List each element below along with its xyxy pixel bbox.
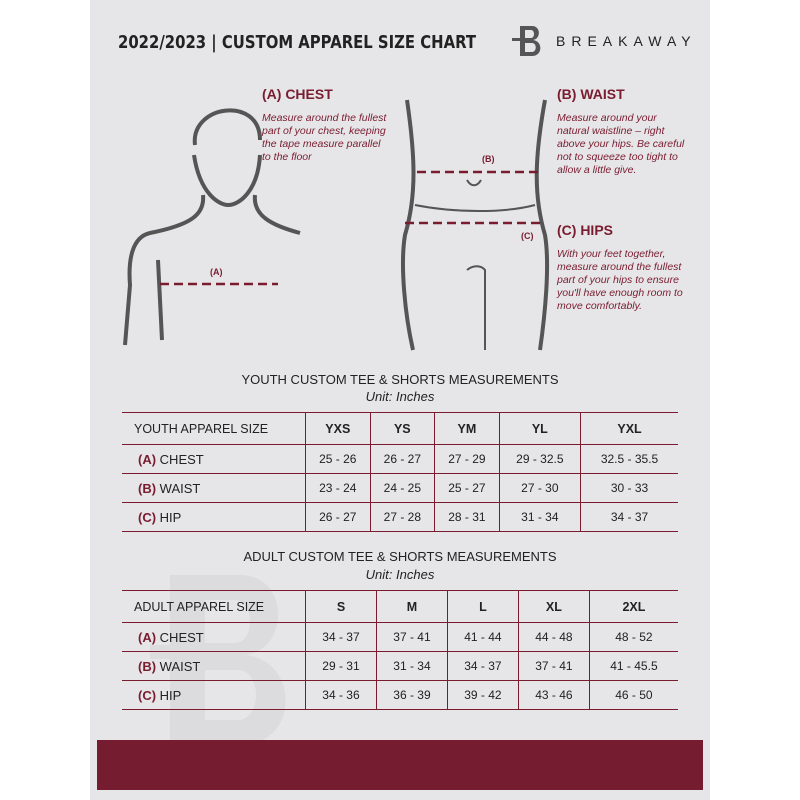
lower-body-illustration: (B) (C) (400, 99, 550, 351)
column-header: 2XL (588, 590, 678, 623)
column-header: YOUTH APPAREL SIZE (122, 412, 306, 445)
chest-heading: (A) CHEST (262, 86, 333, 102)
hips-marker: (C) (521, 231, 534, 241)
table-header-row: ADULT APPAREL SIZE S M L XL 2XL (122, 590, 678, 623)
table-cell: 29 - 32.5 (498, 444, 581, 474)
table-cell: 44 - 48 (517, 622, 590, 652)
table-cell: 37 - 41 (375, 622, 448, 652)
column-header: M (375, 590, 448, 623)
table-cell: 34 - 37 (580, 502, 678, 532)
table-row: (B) WAIST 23 - 24 24 - 25 25 - 27 27 - 30 30 … (122, 473, 678, 503)
column-header: ADULT APPAREL SIZE (122, 590, 306, 623)
row-label: (B) WAIST (122, 651, 306, 681)
upper-body-illustration: (A) (123, 108, 301, 346)
brand-name: BREAKAWAY (556, 33, 697, 49)
table-cell: 41 - 44 (446, 622, 519, 652)
row-label: (A) CHEST (122, 444, 306, 474)
page-title: 2022/2023 | CUSTOM APPAREL SIZE CHART (118, 32, 477, 53)
table-cell: 31 - 34 (498, 502, 581, 532)
table-cell: 43 - 46 (517, 680, 590, 710)
table-row: (C) HIP 26 - 27 27 - 28 28 - 31 31 - 34 34 - … (122, 502, 678, 532)
column-header: XL (517, 590, 590, 623)
table-cell: 31 - 34 (375, 651, 448, 681)
table-cell: 46 - 50 (588, 680, 678, 710)
table-cell: 27 - 30 (498, 473, 581, 503)
row-label: (A) CHEST (122, 622, 306, 652)
column-header: YL (498, 412, 581, 445)
table-row: (B) WAIST 29 - 31 31 - 34 34 - 37 37 - 41 41 … (122, 651, 678, 681)
row-label: (B) WAIST (122, 473, 306, 503)
table-cell: 27 - 28 (369, 502, 435, 532)
table-cell: 25 - 27 (434, 473, 500, 503)
hips-heading: (C) HIPS (557, 222, 613, 238)
column-header: YXS (305, 412, 371, 445)
table-cell: 39 - 42 (446, 680, 519, 710)
waist-description: Measure around your natural waistline – … (557, 112, 685, 176)
table-cell: 32.5 - 35.5 (580, 444, 678, 474)
table-cell: 29 - 31 (305, 651, 377, 681)
adult-unit: Unit: Inches (365, 567, 435, 582)
table-cell: 24 - 25 (369, 473, 435, 503)
table-cell: 34 - 36 (305, 680, 377, 710)
table-cell: 34 - 37 (305, 622, 377, 652)
youth-size-table: YOUTH APPAREL SIZE YXS YS YM YL YXL (A) … (122, 412, 678, 532)
table-cell: 41 - 45.5 (588, 651, 678, 681)
column-header: YS (369, 412, 435, 445)
row-label: (C) HIP (122, 502, 306, 532)
table-cell: 37 - 41 (517, 651, 590, 681)
youth-section-title: YOUTH CUSTOM TEE & SHORTS MEASUREMENTS (241, 372, 559, 387)
column-header: YXL (580, 412, 678, 445)
adult-section-title: ADULT CUSTOM TEE & SHORTS MEASUREMENTS (243, 549, 557, 564)
table-cell: 26 - 27 (369, 444, 435, 474)
youth-unit: Unit: Inches (365, 389, 435, 404)
chest-description: Measure around the fullest part of your … (262, 112, 387, 163)
column-header: S (305, 590, 377, 623)
table-cell: 30 - 33 (580, 473, 678, 503)
table-cell: 34 - 37 (446, 651, 519, 681)
table-cell: 28 - 31 (434, 502, 500, 532)
waist-marker: (B) (482, 154, 495, 164)
column-header: YM (434, 412, 500, 445)
chest-marker: (A) (210, 267, 223, 277)
table-cell: 27 - 29 (434, 444, 500, 474)
breakaway-logo-icon (512, 26, 541, 56)
svg-text:2022/2023 | CUSTOM APPAREL S: 2022/2023 | CUSTOM APPAREL SIZE CHART (118, 32, 477, 53)
table-row: (C) HIP 34 - 36 36 - 39 39 - 42 43 - 46 46 - … (122, 680, 678, 710)
row-label: (C) HIP (122, 680, 306, 710)
table-cell: 36 - 39 (375, 680, 448, 710)
table-cell: 48 - 52 (588, 622, 678, 652)
table-row: (A) CHEST 34 - 37 37 - 41 41 - 44 44 - 48 48 … (122, 622, 678, 652)
table-cell: 25 - 26 (305, 444, 371, 474)
table-cell: 23 - 24 (305, 473, 371, 503)
hips-description: With your feet together, measure around … (557, 248, 683, 312)
table-cell: 26 - 27 (305, 502, 371, 532)
table-header-row: YOUTH APPAREL SIZE YXS YS YM YL YXL (122, 412, 678, 445)
table-row: (A) CHEST 25 - 26 26 - 27 27 - 29 29 - 32.5 3… (122, 444, 678, 474)
waist-heading: (B) WAIST (557, 86, 625, 102)
footer-band (97, 740, 703, 790)
adult-size-table: ADULT APPAREL SIZE S M L XL 2XL (A) CHES… (122, 590, 678, 710)
column-header: L (446, 590, 519, 623)
